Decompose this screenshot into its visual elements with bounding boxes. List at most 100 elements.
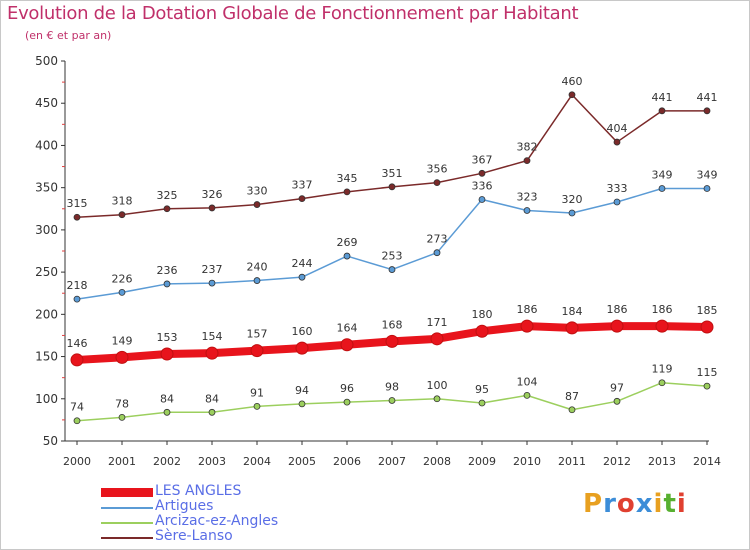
data-point xyxy=(118,288,126,296)
x-tick-label: 2012 xyxy=(603,455,631,468)
data-label: 244 xyxy=(292,257,313,270)
y-tick-label: 250 xyxy=(35,265,58,279)
data-label: 356 xyxy=(427,163,448,176)
data-point xyxy=(388,397,396,404)
data-point xyxy=(568,406,576,414)
data-point xyxy=(565,321,579,335)
data-label: 157 xyxy=(247,328,268,341)
data-label: 337 xyxy=(292,179,313,192)
data-point xyxy=(433,395,441,403)
data-point xyxy=(655,319,669,333)
data-point xyxy=(253,402,261,410)
proxiti-logo: Proxiti xyxy=(583,489,687,519)
x-tick-label: 2013 xyxy=(648,455,676,468)
data-label: 78 xyxy=(115,397,129,410)
data-label: 441 xyxy=(652,91,673,104)
data-point xyxy=(433,179,441,187)
data-label: 273 xyxy=(427,233,448,246)
logo-letter: r xyxy=(603,489,617,519)
data-label: 180 xyxy=(472,308,493,321)
data-label: 184 xyxy=(562,305,583,318)
data-label: 186 xyxy=(607,303,628,316)
data-point xyxy=(613,397,621,405)
legend-label: Arcizac-ez-Angles xyxy=(155,513,279,529)
y-tick-label: 100 xyxy=(35,392,58,406)
data-point xyxy=(118,211,126,219)
data-point xyxy=(298,273,306,281)
data-point xyxy=(343,188,351,196)
data-label: 186 xyxy=(517,303,538,316)
x-tick-label: 2002 xyxy=(153,455,181,468)
data-label: 345 xyxy=(337,172,358,185)
data-label: 160 xyxy=(292,325,313,338)
data-point xyxy=(385,334,399,348)
data-point xyxy=(388,266,396,273)
data-label: 171 xyxy=(427,316,448,329)
series-line-artigues xyxy=(76,187,708,300)
data-point xyxy=(658,379,666,387)
data-label: 382 xyxy=(517,141,538,154)
x-tick-label: 2001 xyxy=(108,455,136,468)
data-label: 95 xyxy=(475,383,489,396)
data-point xyxy=(298,400,306,408)
data-point xyxy=(478,196,486,203)
data-point xyxy=(343,398,351,406)
y-tick-label: 350 xyxy=(35,181,58,195)
data-point xyxy=(523,207,531,214)
data-point xyxy=(658,107,666,115)
legend-label: LES ANGLES xyxy=(155,483,242,499)
data-point xyxy=(70,353,84,367)
x-tick-label: 2000 xyxy=(63,455,91,468)
y-tick-label: 400 xyxy=(35,138,58,152)
data-label: 153 xyxy=(157,331,178,344)
x-tick-label: 2008 xyxy=(423,455,451,468)
data-point xyxy=(523,391,531,399)
x-tick-label: 2003 xyxy=(198,455,226,468)
data-label: 154 xyxy=(202,330,223,343)
logo-letter: o xyxy=(616,489,636,519)
data-label: 149 xyxy=(112,334,133,347)
data-label: 146 xyxy=(67,337,88,350)
data-label: 115 xyxy=(697,366,718,379)
data-label: 318 xyxy=(112,195,133,208)
logo-letter: i xyxy=(676,489,687,519)
data-point xyxy=(388,183,396,191)
data-point xyxy=(253,277,261,284)
legend-label: Artigues xyxy=(155,498,214,514)
data-label: 333 xyxy=(607,182,628,195)
x-tick-label: 2011 xyxy=(558,455,586,468)
data-label: 87 xyxy=(565,390,579,403)
data-label: 226 xyxy=(112,272,133,285)
data-point xyxy=(703,382,711,390)
logo-letter: x xyxy=(635,489,654,519)
data-point xyxy=(118,413,126,421)
data-label: 253 xyxy=(382,250,403,263)
chart-subtitle: (en € et par an) xyxy=(25,29,112,42)
data-label: 100 xyxy=(427,379,448,392)
logo-letter: t xyxy=(663,489,677,519)
y-tick-label: 300 xyxy=(35,223,58,237)
data-point xyxy=(160,347,174,361)
data-label: 104 xyxy=(517,375,538,388)
data-point xyxy=(478,399,486,407)
legend-swatch xyxy=(101,488,153,497)
data-point xyxy=(73,295,81,303)
data-point xyxy=(613,138,621,146)
data-label: 168 xyxy=(382,318,403,331)
data-label: 367 xyxy=(472,153,493,166)
y-tick-label: 150 xyxy=(35,350,58,364)
data-label: 323 xyxy=(517,190,538,203)
data-point xyxy=(73,417,81,425)
data-label: 330 xyxy=(247,185,268,198)
data-point xyxy=(208,204,216,212)
legend-swatch xyxy=(101,507,153,509)
data-point xyxy=(568,91,576,99)
data-label: 164 xyxy=(337,322,358,335)
x-tick-label: 2010 xyxy=(513,455,541,468)
data-point xyxy=(163,408,171,416)
data-point xyxy=(703,107,711,115)
data-label: 460 xyxy=(562,75,583,88)
data-label: 236 xyxy=(157,264,178,277)
data-point xyxy=(253,201,261,208)
